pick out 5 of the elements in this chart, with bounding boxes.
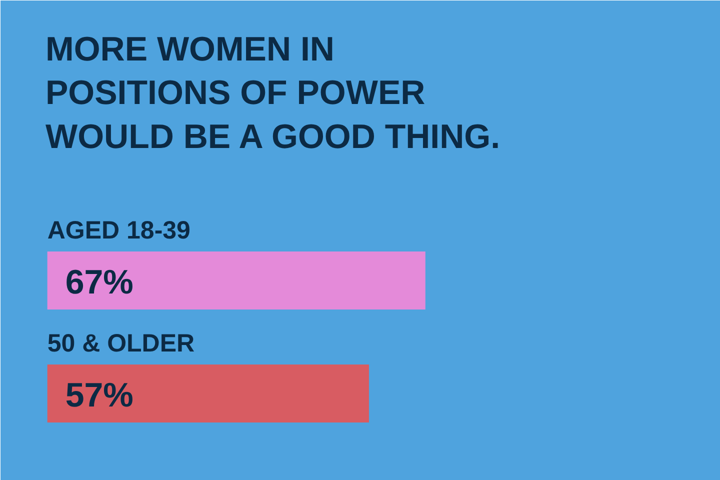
data-label: 67% (65, 264, 134, 302)
y-tick-label: 50 & OLDER (47, 330, 195, 358)
y-tick-label: AGED 18-39 (47, 216, 190, 244)
chart-title: MORE WOMEN IN POSITIONS OF POWER WOULD BE A GOOD THING. (46, 30, 500, 156)
data-label: 57% (65, 376, 134, 414)
